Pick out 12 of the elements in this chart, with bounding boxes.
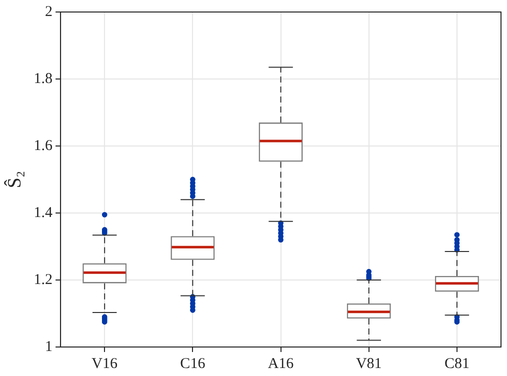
- y-tick-label: 1.2: [34, 272, 53, 288]
- x-tick-label: V16: [92, 356, 118, 372]
- y-axis-title: Ŝ₂: [3, 170, 26, 188]
- y-tick-label: 2: [45, 4, 53, 20]
- y-tick-label: 1: [45, 338, 53, 355]
- y-tick-label: 1.6: [34, 138, 54, 154]
- y-tick-label: 1.4: [34, 204, 54, 221]
- x-tick-label: V81: [356, 356, 382, 372]
- x-tick-label: C81: [444, 356, 470, 372]
- x-tick-label: A16: [268, 356, 294, 372]
- x-tick-label: C16: [180, 356, 206, 372]
- y-tick-label: 1.8: [34, 70, 53, 87]
